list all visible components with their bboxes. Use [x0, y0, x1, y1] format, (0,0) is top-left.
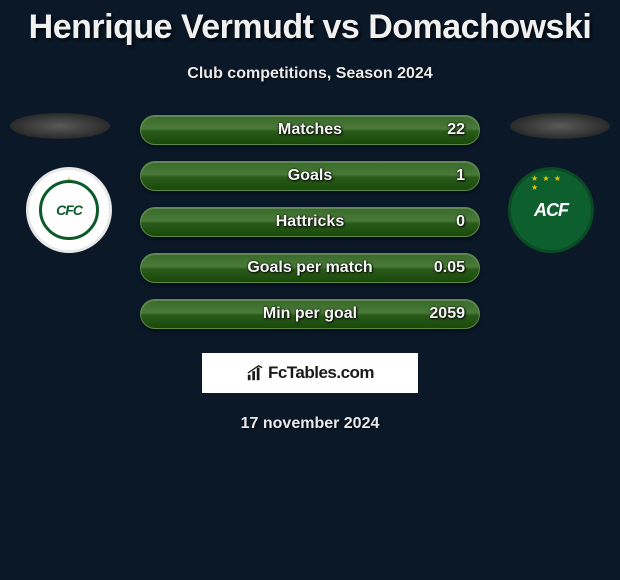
- stat-label: Min per goal: [141, 305, 479, 323]
- stat-row-gpm: Goals per match 0.05: [140, 253, 480, 283]
- stat-label: Matches: [141, 121, 479, 139]
- player1-silhouette: [10, 113, 110, 139]
- page-title: Henrique Vermudt vs Domachowski: [0, 0, 620, 47]
- stat-value: 0.05: [434, 259, 465, 277]
- stat-row-goals: Goals 1: [140, 161, 480, 191]
- team2-crest-inner: ACF: [526, 185, 576, 235]
- date-line: 17 november 2024: [0, 415, 620, 433]
- stat-value: 1: [456, 167, 465, 185]
- team2-crest: ★ ★ ★ ★ ACF: [508, 167, 594, 253]
- stat-label: Goals per match: [141, 259, 479, 277]
- stat-label: Goals: [141, 167, 479, 185]
- stat-value: 0: [456, 213, 465, 231]
- brand-text: FcTables.com: [268, 363, 374, 383]
- stat-row-mpg: Min per goal 2059: [140, 299, 480, 329]
- team1-crest-inner: CFC: [39, 180, 99, 240]
- stat-row-matches: Matches 22: [140, 115, 480, 145]
- stat-row-hattricks: Hattricks 0: [140, 207, 480, 237]
- player2-silhouette: [510, 113, 610, 139]
- stat-bars: Matches 22 Goals 1 Hattricks 0 Goals per…: [140, 113, 480, 329]
- team2-initials: ACF: [534, 200, 568, 221]
- team1-initials: CFC: [56, 202, 82, 218]
- stats-area: ★ CFC ★ ★ ★ ★ ACF Matches 22 Goals 1 Hat…: [0, 113, 620, 433]
- team1-crest: ★ CFC: [26, 167, 112, 253]
- bar-chart-icon: [246, 364, 264, 382]
- comparison-card: Henrique Vermudt vs Domachowski Club com…: [0, 0, 620, 433]
- stat-value: 2059: [429, 305, 465, 323]
- stat-label: Hattricks: [141, 213, 479, 231]
- subtitle: Club competitions, Season 2024: [0, 65, 620, 83]
- stat-value: 22: [447, 121, 465, 139]
- brand-badge: FcTables.com: [202, 353, 418, 393]
